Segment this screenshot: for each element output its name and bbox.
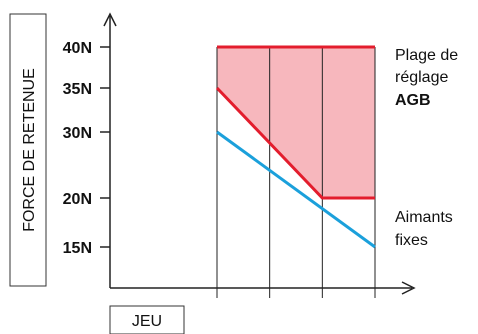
ylabel-box	[9, 13, 47, 287]
shaded-region-layer	[217, 47, 375, 198]
y-axis-arrow	[103, 12, 117, 27]
fixed-label-line1: Aimants	[395, 209, 453, 226]
xlabel-box	[109, 305, 185, 334]
y-tick-label-0: 40N	[63, 40, 92, 57]
y-tick-label-1: 35N	[63, 81, 92, 98]
y-tick-label-3: 20N	[63, 191, 92, 208]
y-tick-label-4: 15N	[63, 240, 92, 257]
xlabel: JEU	[132, 313, 162, 330]
region-label-line2: réglage	[395, 69, 448, 86]
grid-layer	[216, 47, 376, 288]
fixed-label-line2: fixes	[395, 232, 428, 249]
series-line-2	[216, 130, 376, 249]
ylabel: FORCE DE RETENUE	[21, 68, 38, 232]
series-layer	[215, 45, 376, 249]
y-tick-label-2: 30N	[63, 125, 92, 142]
x-tick-layer	[216, 288, 376, 298]
region-label-bold: AGB	[395, 92, 431, 109]
x-axis-arrow	[401, 281, 416, 295]
y-tick-layer: 40N 35N 30N 20N 15N	[63, 40, 110, 257]
series-line-1	[215, 86, 375, 200]
shaded-region	[217, 47, 375, 198]
region-label-line1: Plage de	[395, 47, 458, 64]
